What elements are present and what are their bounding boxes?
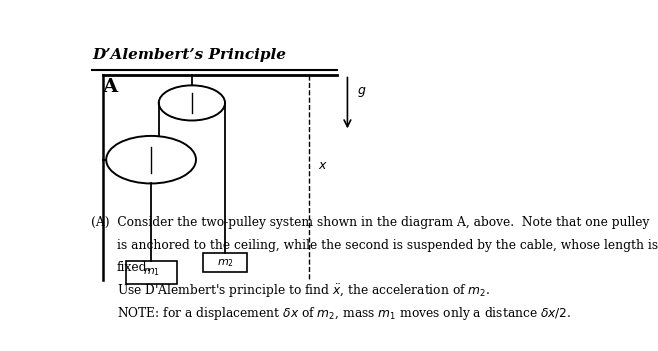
Text: A: A [101, 78, 116, 96]
Text: is anchored to the ceiling, while the second is suspended by the cable, whose le: is anchored to the ceiling, while the se… [117, 239, 658, 252]
Text: Use D'Alembert's principle to find $\ddot{x}$, the acceleration of $m_2$.: Use D'Alembert's principle to find $\ddo… [117, 283, 490, 300]
Text: $m_2$: $m_2$ [216, 257, 234, 269]
Text: (A)  Consider the two-pulley system shown in the diagram A, above.  Note that on: (A) Consider the two-pulley system shown… [91, 217, 650, 230]
Text: fixed.: fixed. [117, 261, 151, 274]
Text: $x$: $x$ [318, 159, 328, 172]
Text: NOTE: for a displacement $\delta x$ of $m_2$, mass $m_1$ moves only a distance $: NOTE: for a displacement $\delta x$ of $… [117, 305, 571, 322]
Text: D’Alembert’s Principle: D’Alembert’s Principle [92, 48, 286, 62]
Text: $m_1$: $m_1$ [143, 267, 160, 278]
Text: $g$: $g$ [357, 85, 366, 99]
